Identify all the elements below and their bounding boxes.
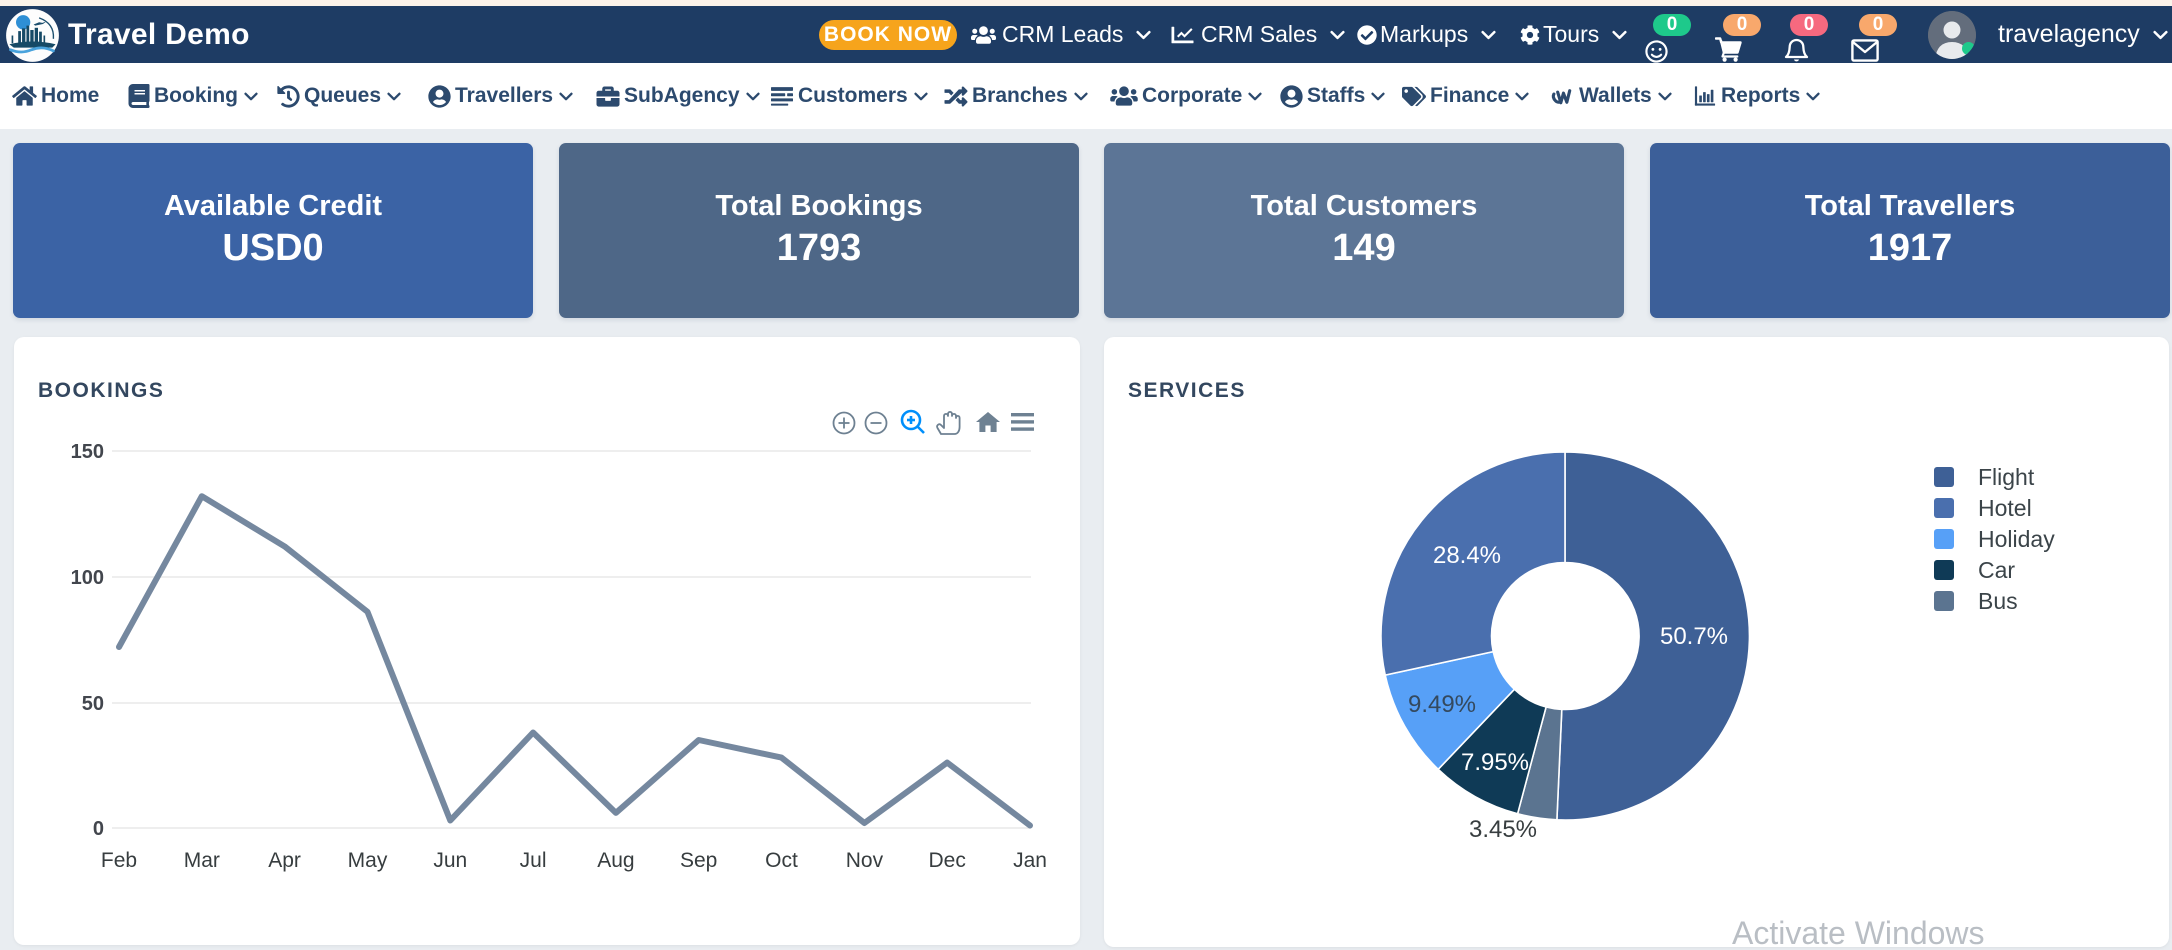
svg-text:Oct: Oct — [765, 849, 798, 872]
svg-text:Hotel: Hotel — [1978, 495, 2032, 521]
svg-text:Flight: Flight — [1978, 464, 2035, 490]
svg-text:Jul: Jul — [520, 849, 547, 872]
svg-text:Aug: Aug — [597, 849, 634, 872]
svg-text:7.95%: 7.95% — [1461, 749, 1529, 776]
svg-text:3.45%: 3.45% — [1469, 816, 1537, 843]
svg-text:50.7%: 50.7% — [1660, 623, 1728, 650]
svg-text:Sep: Sep — [680, 849, 717, 872]
svg-text:100: 100 — [71, 567, 104, 589]
svg-text:Nov: Nov — [846, 849, 884, 872]
svg-text:Feb: Feb — [101, 849, 137, 872]
svg-text:Holiday: Holiday — [1978, 526, 2055, 552]
svg-text:Car: Car — [1978, 557, 2015, 583]
svg-text:Dec: Dec — [929, 849, 966, 872]
svg-text:9.49%: 9.49% — [1408, 691, 1476, 718]
svg-text:Jun: Jun — [433, 849, 467, 872]
svg-text:Apr: Apr — [268, 849, 301, 872]
svg-text:Mar: Mar — [184, 849, 220, 872]
svg-text:150: 150 — [71, 441, 104, 463]
svg-text:May: May — [348, 849, 388, 872]
svg-text:28.4%: 28.4% — [1433, 542, 1501, 569]
svg-text:Jan: Jan — [1013, 849, 1047, 872]
svg-text:0: 0 — [93, 818, 104, 840]
svg-text:50: 50 — [82, 693, 104, 715]
svg-text:Bus: Bus — [1978, 588, 2018, 614]
